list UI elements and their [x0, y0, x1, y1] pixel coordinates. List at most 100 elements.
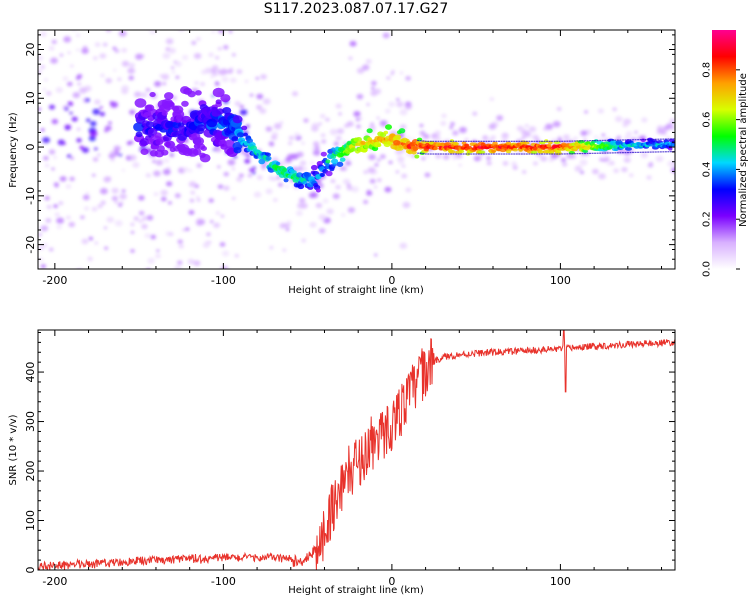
colorbar-tick-label: 0.8	[702, 62, 713, 78]
spectrogram-ridge-edge	[573, 153, 576, 155]
spectrogram-cell	[641, 117, 648, 123]
spectrogram-ridge-edge	[568, 153, 571, 155]
snr-y-ticks: 0 100 200 300 400	[24, 331, 675, 574]
spectrogram-ridge-edge	[493, 140, 495, 142]
spectrogram-cell	[401, 164, 406, 168]
snr-x-label: Height of straight line (km)	[288, 585, 424, 596]
spectrogram-ridge-edge	[493, 153, 495, 155]
spectrogram-ridge-edge	[450, 153, 453, 155]
spectrogram-ridge-edge	[644, 151, 647, 153]
spectrogram-cell	[111, 187, 119, 194]
spectrogram-ridge-edge	[465, 140, 468, 142]
spectrogram-ridge-edge	[601, 152, 604, 154]
spectrogram-cell	[345, 160, 352, 166]
spectrogram-ridge-edge	[654, 151, 657, 153]
spectrogram-ridge-edge	[460, 140, 463, 142]
spectrogram-cell	[326, 208, 334, 215]
spectrogram-cell	[405, 187, 412, 193]
spectrogram-ridge-edge	[637, 139, 640, 141]
spectrogram-cell	[384, 186, 392, 193]
spectrogram-ridge-edge	[654, 138, 657, 140]
spectrogram-cell	[93, 56, 98, 61]
spectrogram-cell	[168, 47, 176, 54]
spectrogram-cell	[145, 88, 151, 92]
spectrogram-cell	[110, 158, 115, 162]
spectrogram-ridge-edge	[639, 139, 642, 141]
spectrogram-ridge-cell	[448, 150, 456, 154]
spectrogram-ridge-edge	[662, 151, 665, 153]
spectrogram-cell	[53, 155, 58, 160]
spectrogram-cell	[244, 80, 249, 83]
spectrogram-cell	[399, 124, 407, 130]
spectrogram-cell	[667, 160, 675, 167]
spectrogram-ridge-edge	[647, 138, 650, 141]
spectrogram-cell	[121, 60, 130, 67]
spectrogram-cell	[269, 246, 274, 250]
spectrogram-ridge-edge	[462, 140, 465, 142]
spectrogram-cell	[208, 240, 212, 244]
spectrogram-cell	[286, 153, 295, 160]
spectrogram-ridge-cell	[187, 90, 196, 98]
spectrogram-cell	[100, 73, 105, 78]
spectrogram-cell	[489, 97, 495, 101]
spectrogram-ridge-edge	[619, 139, 622, 141]
spectrogram-cell	[255, 77, 260, 80]
spectrogram-cell	[434, 130, 441, 136]
spectrogram-ridge-cell	[296, 172, 303, 178]
spectrogram-ridge-cell	[222, 106, 232, 115]
spectrogram-cell	[246, 124, 250, 127]
spectrogram-ridge-cell	[275, 161, 281, 166]
spectrogram-cell	[52, 9, 56, 12]
spectrogram-ridge-edge	[490, 153, 493, 155]
spectrogram-ridge-edge	[669, 151, 672, 153]
spectrogram-ridge-edge	[642, 138, 645, 141]
spectrogram-ridge-edge	[510, 153, 513, 155]
spectrogram-ridge-edge	[513, 140, 516, 142]
spectrogram-cell	[370, 122, 374, 126]
spectrogram-cell	[165, 38, 174, 45]
spectrogram-cell	[40, 31, 47, 37]
spectrogram-ridge-edge	[442, 140, 445, 142]
spectrogram-cell	[362, 199, 369, 205]
spectrogram-cell	[386, 76, 391, 80]
spectrogram-cell	[130, 373, 137, 378]
spectrogram-cell	[351, 186, 359, 193]
spectrogram-cell	[81, 47, 89, 54]
spectrogram-cell	[279, 160, 287, 167]
spectrogram-ridge-edge	[500, 153, 503, 155]
spectrogram-cell	[256, 104, 262, 110]
spectrogram-cell	[177, 239, 183, 244]
spectrogram-cell	[38, 245, 45, 250]
spectrogram-cell	[211, 30, 215, 34]
spectrogram-ridge-edge	[429, 153, 432, 155]
spectrogram-cell	[218, 70, 226, 76]
spectrogram-cell	[112, 68, 117, 72]
spectrogram-ridge-edge	[667, 138, 670, 140]
spectrogram-cell	[302, 167, 308, 171]
spectrogram-cell	[200, 82, 205, 87]
spectrogram-ridge-cell	[385, 124, 393, 130]
spectrogram-ridge-edge	[561, 140, 564, 142]
spectrogram-cell	[155, 253, 161, 259]
spectrogram-ridge-edge	[566, 153, 569, 155]
spectrogram-ridge-edge	[616, 139, 619, 141]
spectrogram-cell	[612, 107, 617, 112]
spectrogram-cell	[426, 154, 430, 158]
spectrogram-cell	[629, 173, 634, 177]
spectrogram-cell	[87, 256, 93, 262]
spectrogram-ridge-edge	[498, 153, 501, 155]
spectrogram-ridge-cell	[232, 115, 243, 124]
spectrogram-ridge-edge	[594, 139, 597, 142]
spectrogram-ridge-edge	[614, 152, 617, 154]
spectrogram-cell	[51, 118, 59, 125]
spectrogram-ridge-edge	[548, 153, 551, 155]
spectrogram-ridge-cell	[522, 141, 530, 145]
spectrogram-cell	[614, 116, 623, 123]
spectrogram-cell	[299, 197, 306, 203]
spectrogram-cell	[368, 153, 376, 161]
spectrogram-ridge-edge	[578, 140, 581, 142]
spectrogram-cell	[188, 181, 197, 188]
spectrogram-cell	[356, 67, 365, 74]
spectrogram-cell	[556, 106, 562, 111]
spectrogram-cell	[206, 232, 211, 237]
